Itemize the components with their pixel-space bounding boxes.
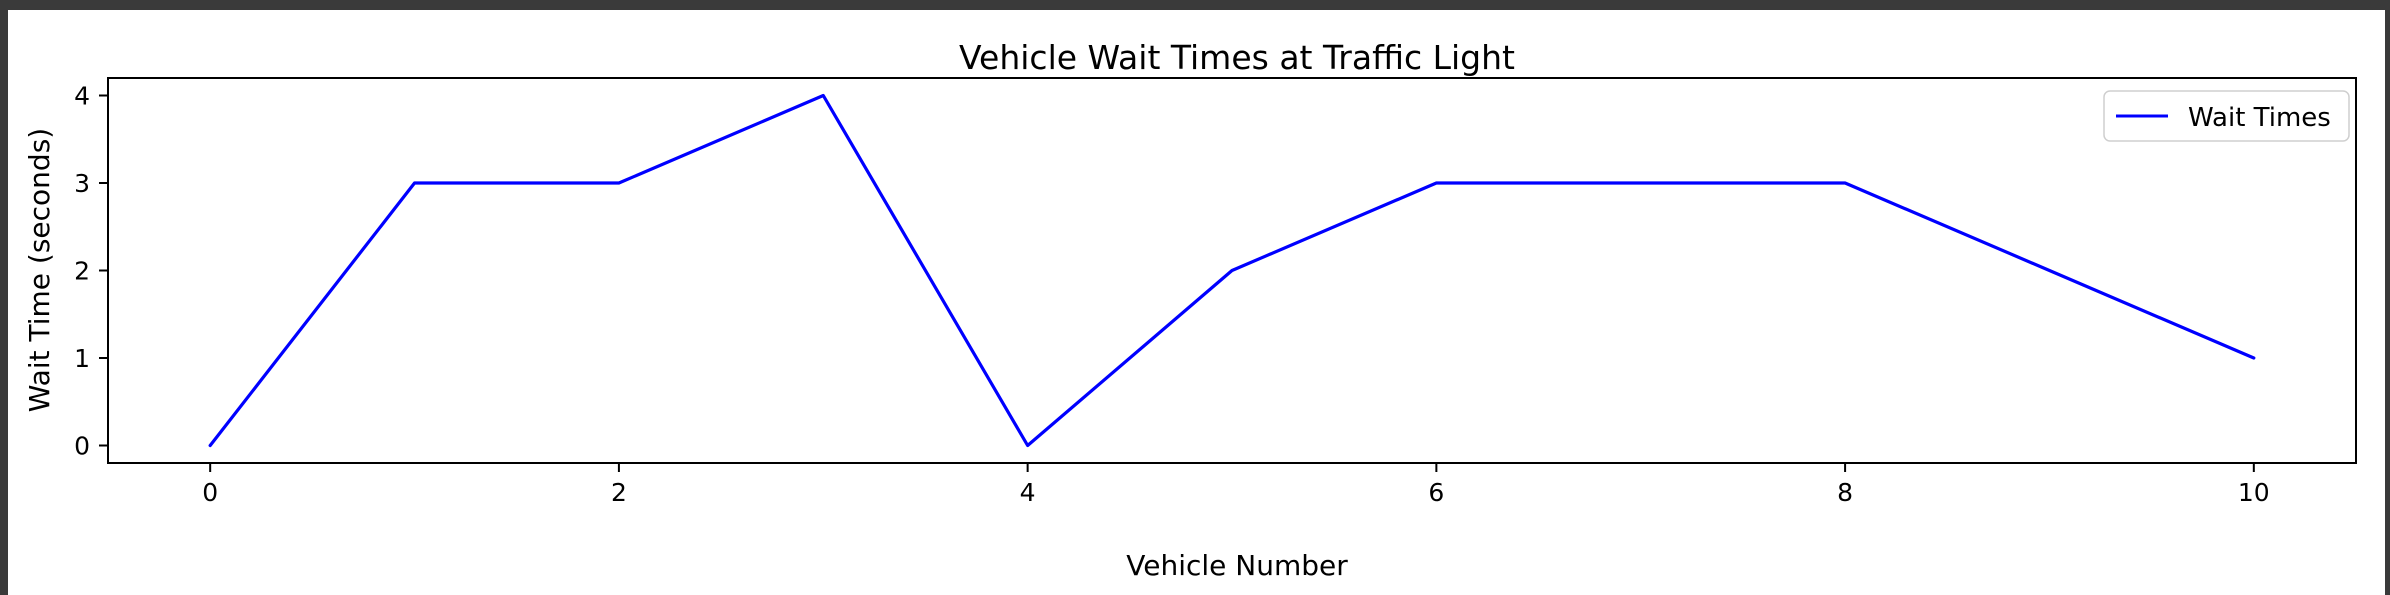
x-tick-label-0: 0 <box>202 478 218 507</box>
y-tick-label-2: 2 <box>74 257 90 286</box>
x-tick-label-10: 10 <box>2238 478 2270 507</box>
x-tick-label-4: 4 <box>1020 478 1036 507</box>
x-tick-label-2: 2 <box>611 478 627 507</box>
y-axis: 0 1 2 3 4 <box>74 82 108 461</box>
x-axis-label: Vehicle Number <box>1126 549 1348 582</box>
line-chart: Vehicle Wait Times at Traffic Light 0 2 4 6… <box>23 38 2357 582</box>
x-tick-label-6: 6 <box>1428 478 1444 507</box>
x-tick-label-8: 8 <box>1837 478 1853 507</box>
series-layer <box>208 93 2256 448</box>
y-tick-label-4: 4 <box>74 82 90 111</box>
legend-box <box>2103 90 2350 142</box>
chart-figure: Vehicle Wait Times at Traffic Light 0 2 4 6… <box>8 10 2385 595</box>
y-tick-label-3: 3 <box>74 169 90 198</box>
y-tick-label-0: 0 <box>74 432 90 461</box>
legend-label-wait-times: Wait Times <box>2188 103 2331 133</box>
y-axis-label: Wait Time (seconds) <box>23 128 56 412</box>
legend: Wait Times <box>2103 90 2350 142</box>
y-tick-label-1: 1 <box>74 344 90 373</box>
chart-title: Vehicle Wait Times at Traffic Light <box>959 38 1515 77</box>
x-axis: 0 2 4 6 8 10 <box>202 463 2270 507</box>
